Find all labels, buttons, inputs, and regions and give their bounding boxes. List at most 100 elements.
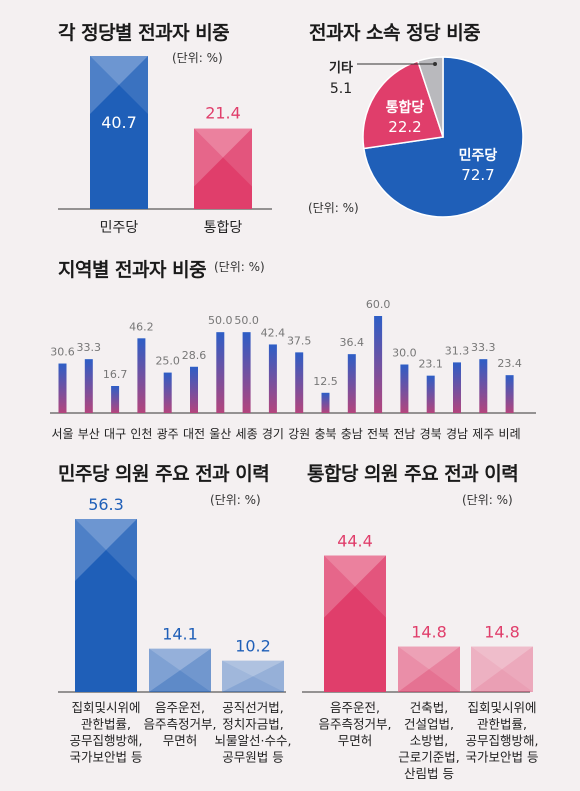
region-value-10: 12.5	[313, 375, 338, 388]
minju_history-label-1-2: 무면허	[163, 733, 198, 748]
tonghap_history-bar-2-shade-left	[471, 646, 502, 692]
minju_history-value-1: 14.1	[162, 625, 198, 644]
tonghap_history-label-1-0: 건축법,	[410, 700, 448, 715]
region-label-9: 강원	[288, 427, 310, 441]
minju_history-label-1-0: 음주운전,	[155, 700, 205, 715]
pie-leader-dot	[433, 62, 437, 66]
minju-history-unit: (단위: %)	[210, 493, 261, 507]
tonghap_history-bar-0-body	[324, 555, 386, 692]
minju_history-bar-2-shade-top	[222, 660, 284, 677]
minju_history-bar-1-shade-left	[149, 648, 180, 692]
region-label-6: 울산	[209, 427, 231, 441]
party-bar-0-shade-left	[90, 56, 119, 114]
region-value-3: 46.2	[129, 320, 154, 333]
minju_history-label-0-3: 국가보안법 등	[70, 750, 143, 765]
region-bar-0	[58, 363, 67, 413]
tonghap_history-bar-2	[471, 646, 533, 692]
minju_history-label-2-0: 공직선거법,	[222, 700, 283, 715]
region-label-17: 비례	[499, 427, 521, 441]
party-share-unit: (단위: %)	[172, 51, 223, 65]
region-bar-10	[321, 392, 330, 413]
region-value-5: 28.6	[182, 349, 207, 362]
minju_history-bar-1	[149, 648, 211, 692]
party-bar-1-shade-top	[194, 128, 252, 158]
tonghap_history-bar-0-shade-right	[355, 555, 386, 618]
minju_history-bar-0-shade-top	[75, 519, 137, 550]
minju_history-bar-2	[222, 660, 284, 692]
tonghap_history-label-1-1: 건설업법,	[404, 717, 454, 732]
tonghap_history-label-2-0: 집회및시위에	[467, 700, 536, 715]
region-label-12: 전북	[367, 427, 389, 441]
minju_history-bar-1-shade-right	[180, 648, 211, 692]
tonghap_history-label-1-2: 소방법,	[410, 733, 448, 748]
region-value-4: 25.0	[155, 355, 180, 368]
pie-unit: (단위: %)	[308, 201, 359, 215]
region-value-6: 50.0	[208, 314, 233, 327]
pie-slice-2	[416, 56, 444, 138]
region-value-11: 36.4	[340, 336, 365, 349]
region-unit: (단위: %)	[214, 260, 265, 274]
region-bar-6	[216, 332, 225, 413]
region-bar-9	[295, 352, 304, 413]
minju_history-bar-1-body	[149, 648, 211, 692]
region-bar-4	[163, 372, 172, 413]
region-bar-15	[453, 362, 461, 413]
pie-value-0: 72.7	[461, 166, 494, 184]
region-value-17: 23.4	[497, 357, 522, 370]
region-bar-5	[190, 366, 198, 413]
tonghap_history-bar-1-shade-top	[398, 646, 460, 670]
region-label-7: 세종	[236, 427, 258, 441]
minju_history-bar-0	[75, 519, 137, 692]
minju_history-label-2-2: 뇌물알선·수수,	[215, 733, 292, 748]
region-label-1: 부산	[78, 427, 100, 441]
region-bar-17	[505, 375, 514, 413]
minju_history-label-2-3: 공무원법 등	[222, 750, 283, 765]
tonghap_history-label-0-1: 음주측정거부,	[319, 717, 392, 732]
region-bar-3	[137, 338, 146, 413]
region-value-7: 50.0	[234, 314, 259, 327]
region-bar-11	[347, 354, 356, 413]
party-bar-1	[194, 128, 252, 209]
tonghap_history-bar-0-shade-left	[324, 555, 355, 618]
party-share-title: 각 정당별 전과자 비중	[58, 22, 230, 44]
region-value-12: 60.0	[366, 298, 391, 311]
tonghap_history-bar-1	[398, 646, 460, 692]
tonghap-history-unit: (단위: %)	[462, 493, 513, 507]
region-value-2: 16.7	[103, 368, 128, 381]
party-bar-0-shade-right	[119, 56, 148, 114]
pie-title: 전과자 소속 정당 비중	[309, 22, 481, 44]
minju_history-bar-1-shade-top	[149, 648, 211, 671]
minju_history-label-1-1: 음주측정거부,	[144, 717, 217, 732]
minju_history-value-2: 10.2	[235, 637, 271, 656]
region-bar-13	[400, 364, 409, 413]
minju_history-bar-2-body	[222, 660, 284, 692]
party-value-0: 40.7	[101, 113, 137, 132]
party-bar-1-shade-right	[223, 128, 252, 187]
region-label-3: 인천	[130, 426, 152, 441]
region-value-1: 33.3	[77, 341, 102, 354]
tonghap_history-bar-1-shade-right	[429, 646, 460, 692]
pie-value-2: 5.1	[330, 81, 352, 97]
tonghap_history-label-2-2: 공무집행방해,	[466, 733, 539, 748]
pie-value-1: 22.2	[388, 118, 421, 136]
region-label-4: 광주	[157, 427, 179, 441]
region-bar-14	[426, 375, 435, 413]
party-bar-0-shade-top	[90, 56, 148, 85]
region-value-15: 31.3	[445, 344, 470, 357]
region-value-14: 23.1	[418, 358, 443, 371]
region-label-11: 충남	[341, 427, 363, 441]
region-bar-2	[111, 386, 120, 413]
region-label-14: 경북	[420, 427, 442, 441]
party-bar-0	[90, 56, 148, 209]
minju_history-label-0-0: 집회및시위에	[71, 700, 140, 715]
region-value-13: 30.0	[392, 347, 417, 360]
region-label-13: 전남	[393, 427, 415, 441]
pie-label-1: 통합당	[386, 99, 425, 116]
tonghap_history-label-0-0: 음주운전,	[330, 700, 380, 715]
minju_history-bar-2-shade-right	[253, 660, 284, 692]
region-value-8: 42.4	[261, 326, 286, 339]
region-value-0: 30.6	[50, 346, 75, 359]
region-label-2: 대구	[104, 427, 126, 441]
tonghap_history-bar-2-shade-top	[471, 646, 533, 670]
